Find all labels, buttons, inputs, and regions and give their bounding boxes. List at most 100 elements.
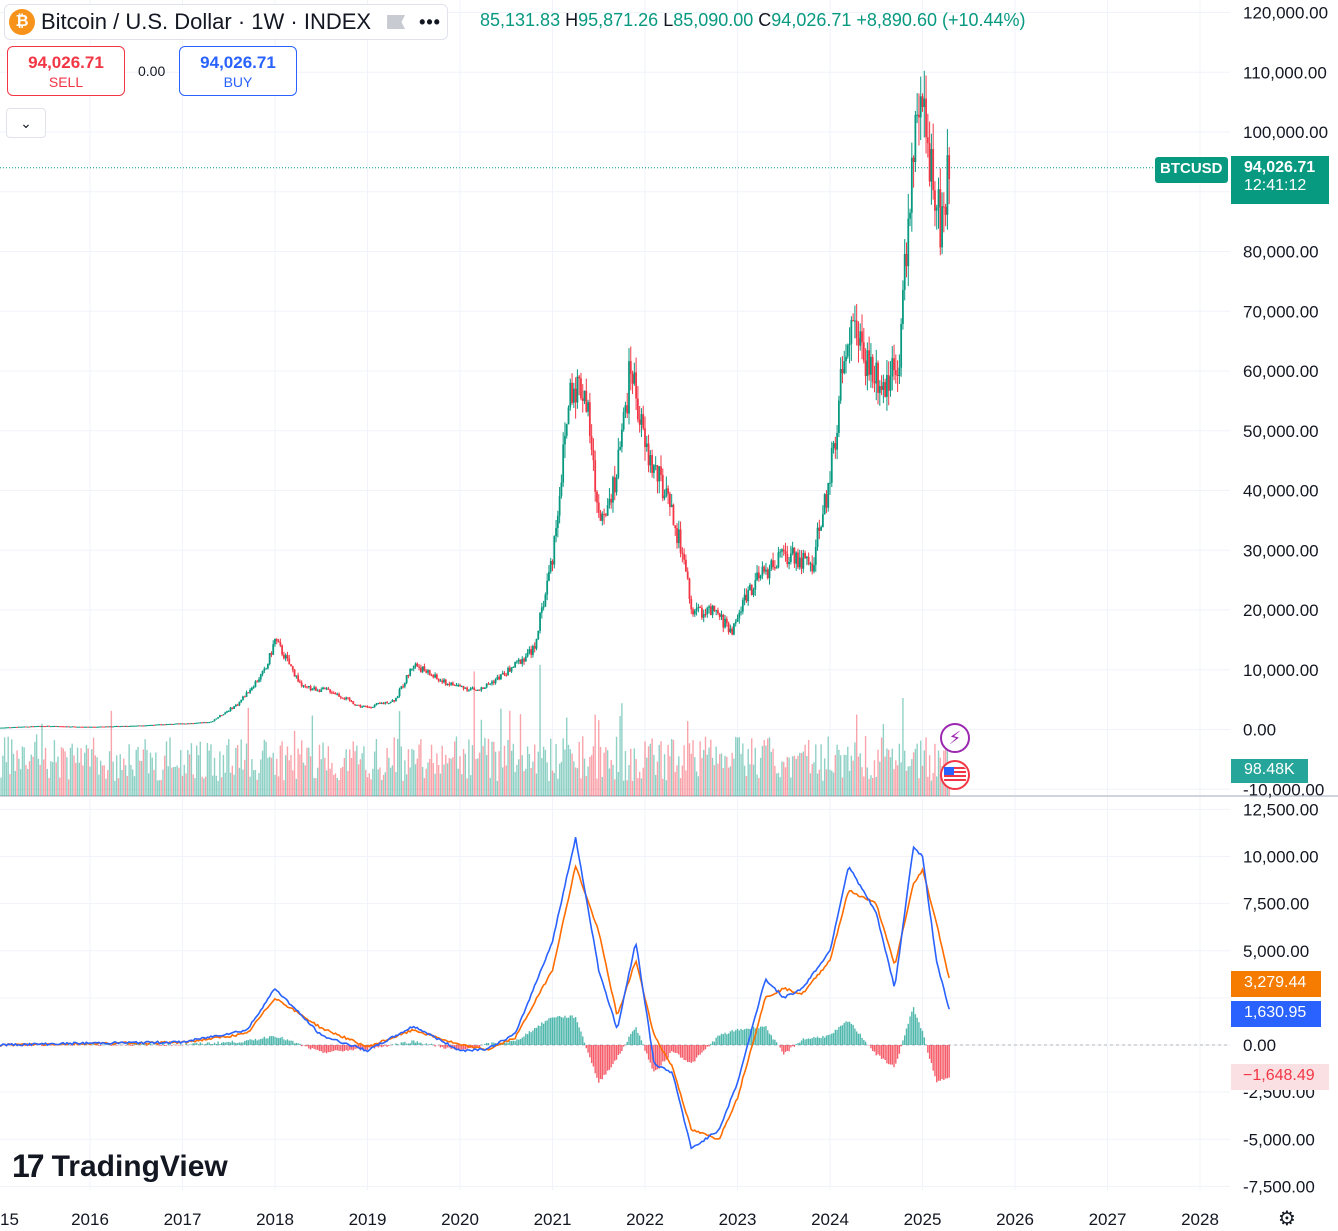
lightning-icon[interactable]: ⚡ — [940, 723, 970, 753]
candle-body — [338, 693, 340, 697]
volume-bar — [816, 773, 819, 796]
candle-body — [137, 725, 139, 727]
volume-bar — [333, 774, 335, 796]
volume-bar — [706, 754, 708, 796]
histogram-bar — [85, 1044, 88, 1045]
histogram-bar — [365, 1045, 367, 1051]
volume-bar — [914, 748, 917, 796]
volume-bar — [555, 744, 557, 796]
histogram-bar — [327, 1045, 330, 1053]
histogram-bar — [146, 1045, 148, 1046]
histogram-bar — [284, 1040, 287, 1045]
symbol-title[interactable]: Bitcoin / U.S. Dollar · 1W · INDEX — [41, 9, 372, 34]
candle-body — [23, 726, 26, 728]
candle-body — [854, 320, 856, 322]
buy-button[interactable]: 94,026.71 BUY — [179, 46, 297, 96]
volume-bar — [567, 744, 570, 796]
volume-bar — [373, 751, 376, 796]
collapse-button[interactable]: ⌄ — [6, 108, 46, 138]
candle-body — [749, 584, 751, 591]
histogram-bar — [838, 1027, 840, 1045]
volume-bar — [772, 748, 774, 796]
candle-body — [179, 723, 182, 725]
histogram-bar — [857, 1033, 860, 1045]
volume-bar — [904, 750, 906, 796]
histogram-bar — [340, 1045, 342, 1051]
volume-bar — [546, 762, 548, 796]
histogram-bar — [672, 1045, 675, 1053]
volume-bar — [768, 737, 771, 796]
candle-body — [94, 726, 97, 728]
price-tick-label: 10,000.00 — [1243, 661, 1319, 680]
candle-body — [725, 618, 728, 624]
gear-icon[interactable]: ⚙ — [1278, 1208, 1296, 1230]
histogram-bar — [215, 1043, 217, 1045]
candle-body — [820, 526, 823, 531]
candle-body — [448, 683, 451, 685]
histogram-bar — [884, 1045, 886, 1061]
volume-bar — [203, 778, 205, 796]
volume-bar — [183, 764, 185, 796]
histogram-bar — [274, 1036, 276, 1045]
volume-bar — [638, 771, 641, 796]
volume-bar — [688, 743, 691, 796]
volume-bar — [590, 755, 593, 796]
candle-body — [722, 614, 725, 628]
volume-bar — [98, 774, 100, 796]
candle-body — [92, 726, 95, 728]
histogram-bar — [571, 1015, 573, 1045]
histogram-tag: −1,648.49 — [1231, 1064, 1329, 1090]
histogram-bar — [916, 1017, 918, 1045]
candle-body — [373, 704, 376, 707]
histogram-bar — [537, 1025, 539, 1045]
volume-bar — [329, 768, 331, 796]
candle-body — [466, 687, 469, 691]
symbol-header[interactable]: ₿ Bitcoin / U.S. Dollar · 1W · INDEX ••• — [4, 4, 448, 40]
candle-body — [0, 727, 2, 729]
volume-bar — [443, 764, 445, 796]
candle-body — [412, 665, 415, 669]
histogram-bar — [288, 1040, 290, 1045]
candle-body — [389, 701, 392, 703]
candle-body — [619, 447, 621, 450]
volume-bar — [126, 775, 129, 796]
volume-bar — [544, 749, 547, 796]
volume-bar — [99, 760, 102, 796]
histogram-bar — [418, 1042, 420, 1045]
candle-body — [786, 553, 789, 565]
candle-body — [663, 495, 666, 499]
us-flag-icon[interactable] — [940, 760, 970, 790]
volume-bar — [626, 780, 628, 796]
histogram-bar — [909, 1016, 911, 1045]
volume-bar — [621, 703, 623, 796]
candle-body — [320, 689, 323, 692]
candle-body — [631, 374, 634, 384]
candle-body — [528, 649, 531, 653]
volume-bar — [678, 756, 680, 796]
candle-body — [272, 644, 275, 655]
candle-body — [96, 726, 99, 728]
histogram-bar — [539, 1026, 541, 1045]
candle-body — [640, 414, 643, 425]
flag-icon[interactable] — [387, 15, 406, 29]
histogram-bar — [126, 1043, 129, 1045]
candle-body — [747, 590, 750, 602]
candle-body — [81, 726, 84, 728]
candle-body — [35, 726, 38, 728]
more-button[interactable]: ••• — [419, 11, 441, 32]
candle-body — [720, 614, 723, 617]
candle-body — [718, 613, 721, 617]
histogram-bar — [101, 1044, 104, 1045]
sell-button[interactable]: 94,026.71 SELL — [7, 46, 125, 96]
volume-bars — [0, 664, 950, 796]
histogram-bar — [391, 1044, 394, 1045]
volume-bar — [783, 761, 785, 796]
volume-bar — [514, 771, 516, 796]
volume-bar — [619, 716, 621, 796]
volume-bar — [231, 765, 234, 796]
candle-body — [686, 571, 689, 579]
macd-tick-label: -5,000.00 — [1243, 1130, 1315, 1149]
candle-body — [670, 504, 673, 507]
candle-body — [485, 683, 488, 688]
